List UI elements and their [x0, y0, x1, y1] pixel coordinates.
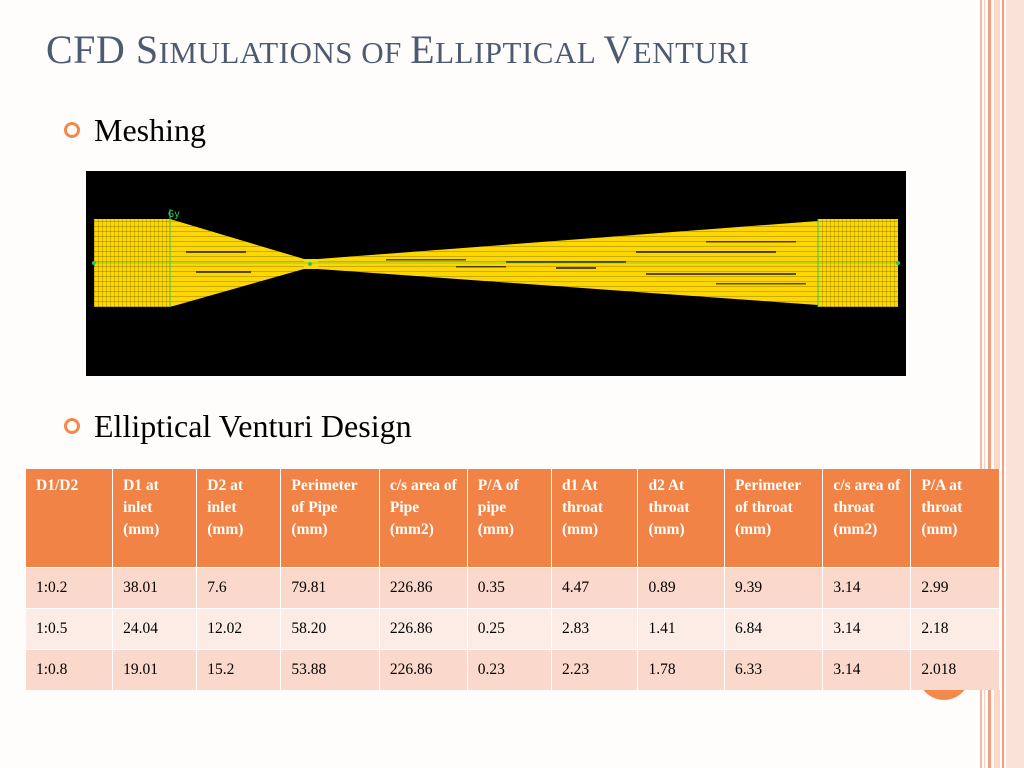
bullet-text: Meshing — [94, 112, 206, 148]
title-part: E — [410, 27, 436, 72]
table-cell: 0.23 — [467, 649, 552, 690]
table-row: 1:0.2 38.01 7.6 79.81 226.86 0.35 4.47 0.89 9.39… — [26, 567, 1000, 609]
stripe — [1002, 0, 1004, 768]
bullet-text: Elliptical Venturi Design — [94, 408, 412, 444]
title-part: ENTURI — [632, 35, 750, 70]
venturi-mesh-graphic: Gy — [92, 209, 900, 307]
table-cell: 1:0.8 — [26, 649, 114, 690]
marker-dot — [896, 261, 900, 265]
column-header: D2 at inlet (mm) — [196, 469, 282, 568]
venturi-design-table: D1/D2 D1 at inlet (mm) D2 at inlet (mm) Per… — [26, 469, 1000, 690]
table-cell: 2.83 — [551, 608, 639, 650]
table-cell: 7.6 — [196, 567, 282, 609]
column-header: d2 At throat (mm) — [637, 469, 725, 568]
table-cell: 6.33 — [724, 649, 824, 690]
table-cell: 3.14 — [822, 567, 912, 609]
table-cell: 1:0.2 — [26, 567, 114, 609]
column-header: D1 at inlet (mm) — [112, 469, 198, 568]
table-cell: 226.86 — [379, 649, 468, 690]
table-row: 1:0.5 24.04 12.02 58.20 226.86 0.25 2.83 1.41 6.… — [26, 608, 1000, 650]
table-cell: 226.86 — [379, 567, 468, 609]
stripe — [1006, 0, 1024, 768]
table-cell: 2.018 — [910, 649, 1000, 690]
table-cell: 58.20 — [280, 608, 380, 650]
table-cell: 9.39 — [724, 567, 824, 609]
stripe — [980, 0, 982, 768]
table-cell: 24.04 — [112, 608, 198, 650]
table-cell: 3.14 — [822, 649, 912, 690]
bullet-design: Elliptical Venturi Design — [64, 408, 412, 445]
table-cell: 226.86 — [379, 608, 468, 650]
table-cell: 79.81 — [280, 567, 380, 609]
table-cell: 38.01 — [112, 567, 198, 609]
column-header: P/A of pipe (mm) — [467, 469, 552, 568]
mesh-cells — [186, 241, 806, 285]
stripe — [988, 0, 991, 768]
table-cell: 1.78 — [637, 649, 725, 690]
column-header: Perimeter of Pipe (mm) — [280, 469, 380, 568]
title-part: CFD S — [46, 27, 159, 72]
table-row: 1:0.8 19.01 15.2 53.88 226.86 0.23 2.23 1.78 6.3… — [26, 649, 1000, 690]
table-cell: 15.2 — [196, 649, 282, 690]
title-part: V — [603, 27, 633, 72]
title-part: IMULATIONS OF — [158, 35, 411, 70]
marker-label-gy: Gy — [168, 209, 180, 220]
table-cell: 1:0.5 — [26, 608, 114, 650]
table-cell: 2.18 — [910, 608, 1000, 650]
bullet-icon — [64, 417, 80, 434]
table-cell: 2.23 — [551, 649, 639, 690]
marker-dot — [92, 261, 96, 265]
table-cell: 3.14 — [822, 608, 912, 650]
bullet-icon — [64, 121, 80, 138]
stripe — [984, 0, 985, 768]
column-header: P/A at throat (mm) — [910, 469, 1000, 568]
column-header: D1/D2 — [26, 469, 114, 568]
column-header: c/s area of throat (mm2) — [822, 469, 912, 568]
table-cell: 2.99 — [910, 567, 1000, 609]
stripe — [994, 0, 1000, 768]
column-header: Perimeter of throat (mm) — [724, 469, 824, 568]
table-header-row: D1/D2 D1 at inlet (mm) D2 at inlet (mm) Per… — [26, 469, 1000, 568]
mesh-image: Gy — [86, 171, 906, 376]
title-part: LLIPTICAL — [435, 35, 604, 70]
table-cell: 0.35 — [467, 567, 552, 609]
table-cell: 4.47 — [551, 567, 639, 609]
table-cell: 6.84 — [724, 608, 824, 650]
slide-title: CFD SIMULATIONS OF ELLIPTICAL VENTURI — [46, 26, 749, 73]
table-cell: 0.89 — [637, 567, 725, 609]
column-header: d1 At throat (mm) — [551, 469, 639, 568]
column-header: c/s area of Pipe (mm2) — [379, 469, 468, 568]
table-cell: 0.25 — [467, 608, 552, 650]
bullet-meshing: Meshing — [64, 112, 206, 149]
decorative-stripes — [980, 0, 1024, 768]
table-cell: 53.88 — [280, 649, 380, 690]
marker-dot — [308, 262, 312, 266]
table-cell: 12.02 — [196, 608, 282, 650]
table-cell: 19.01 — [112, 649, 198, 690]
table-cell: 1.41 — [637, 608, 725, 650]
